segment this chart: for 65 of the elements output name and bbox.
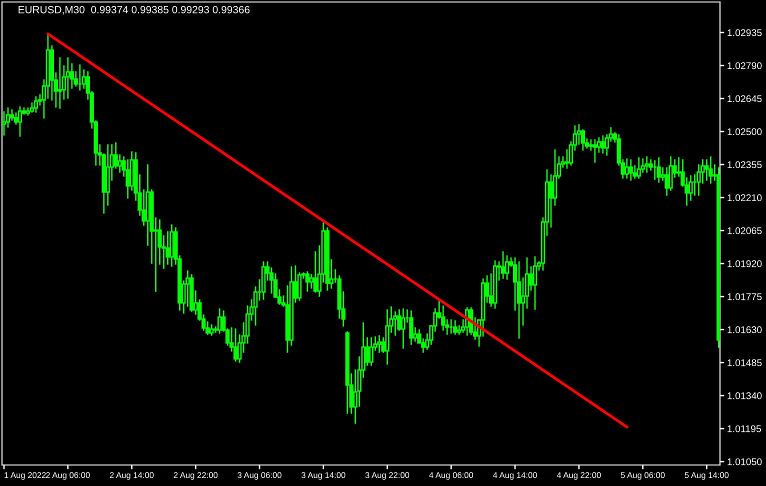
x-tick-label: 2 Aug 14:00 (110, 472, 154, 480)
x-tick-label: 4 Aug 22:00 (556, 472, 601, 480)
candlestick (369, 337, 374, 366)
candlestick (600, 135, 605, 154)
candlestick (592, 139, 597, 163)
y-tick-label: 1.02500 (728, 128, 762, 136)
candlestick (10, 109, 14, 121)
x-tick-label: 3 Aug 22:00 (365, 472, 410, 480)
y-tick-label: 1.01630 (728, 326, 762, 334)
candlestick (409, 310, 414, 345)
candlestick (548, 174, 554, 228)
candlestick (377, 335, 382, 353)
candlestick (704, 159, 709, 181)
y-tick-label: 1.01195 (728, 425, 761, 432)
y-tick-label: 1.01775 (728, 293, 762, 300)
y-tick-label: 1.02065 (728, 227, 762, 234)
candlestick (309, 274, 314, 289)
x-tick-label: 5 Aug 14:00 (684, 472, 729, 480)
candlestick (500, 251, 506, 279)
x-tick-label: 3 Aug 14:00 (301, 472, 346, 480)
candlestick (218, 308, 222, 334)
candlestick (628, 159, 633, 181)
x-tick-label: 2 Aug 06:00 (46, 472, 90, 480)
y-tick-label: 1.02355 (728, 161, 762, 168)
y-tick-label: 1.01485 (728, 359, 762, 366)
candlestick (588, 139, 593, 151)
candlestick (441, 305, 446, 331)
candlestick (305, 271, 310, 292)
y-tick-label: 1.01340 (728, 392, 762, 400)
candlestick (58, 57, 62, 109)
x-tick-label: 3 Aug 06:00 (238, 472, 282, 480)
candlestick (401, 308, 406, 349)
candlestick (114, 142, 118, 169)
candlestick (656, 157, 661, 183)
candlestick (233, 328, 238, 362)
x-tick-label: 2 Aug 22:00 (174, 472, 218, 480)
y-tick-label: 1.02790 (728, 62, 762, 70)
candlestick (532, 256, 538, 310)
candlestick (34, 96, 38, 113)
candlestick (624, 158, 629, 179)
candlestick (66, 57, 70, 99)
x-tick-label: 4 Aug 14:00 (492, 472, 537, 480)
candlestick (453, 320, 458, 335)
y-tick-label: 1.02210 (728, 194, 762, 202)
candlestick (210, 324, 214, 336)
candlestick (118, 154, 122, 173)
candlestick (166, 231, 170, 265)
x-tick-label: 5 Aug 06:00 (620, 472, 665, 480)
candlestick (14, 112, 18, 125)
candlestick (313, 251, 318, 293)
y-tick-label: 1.01050 (728, 458, 762, 466)
candlestick (664, 167, 669, 196)
candlestick (644, 156, 649, 173)
x-tick-label: 1 Aug 2022 (4, 472, 46, 480)
candlestick (708, 156, 713, 184)
y-tick-label: 1.02935 (728, 29, 762, 36)
candlestick (126, 159, 130, 199)
candlestick (516, 261, 522, 339)
x-tick-label: 4 Aug 06:00 (429, 472, 474, 480)
chart-title: EURUSD,M30 0.99374 0.99385 0.99293 0.99366 (18, 6, 250, 15)
candlestick (504, 255, 510, 280)
y-tick-label: 1.01920 (728, 260, 762, 268)
y-tick-label: 1.02645 (728, 95, 762, 102)
candlestick (18, 106, 22, 137)
candlestick (636, 157, 641, 179)
